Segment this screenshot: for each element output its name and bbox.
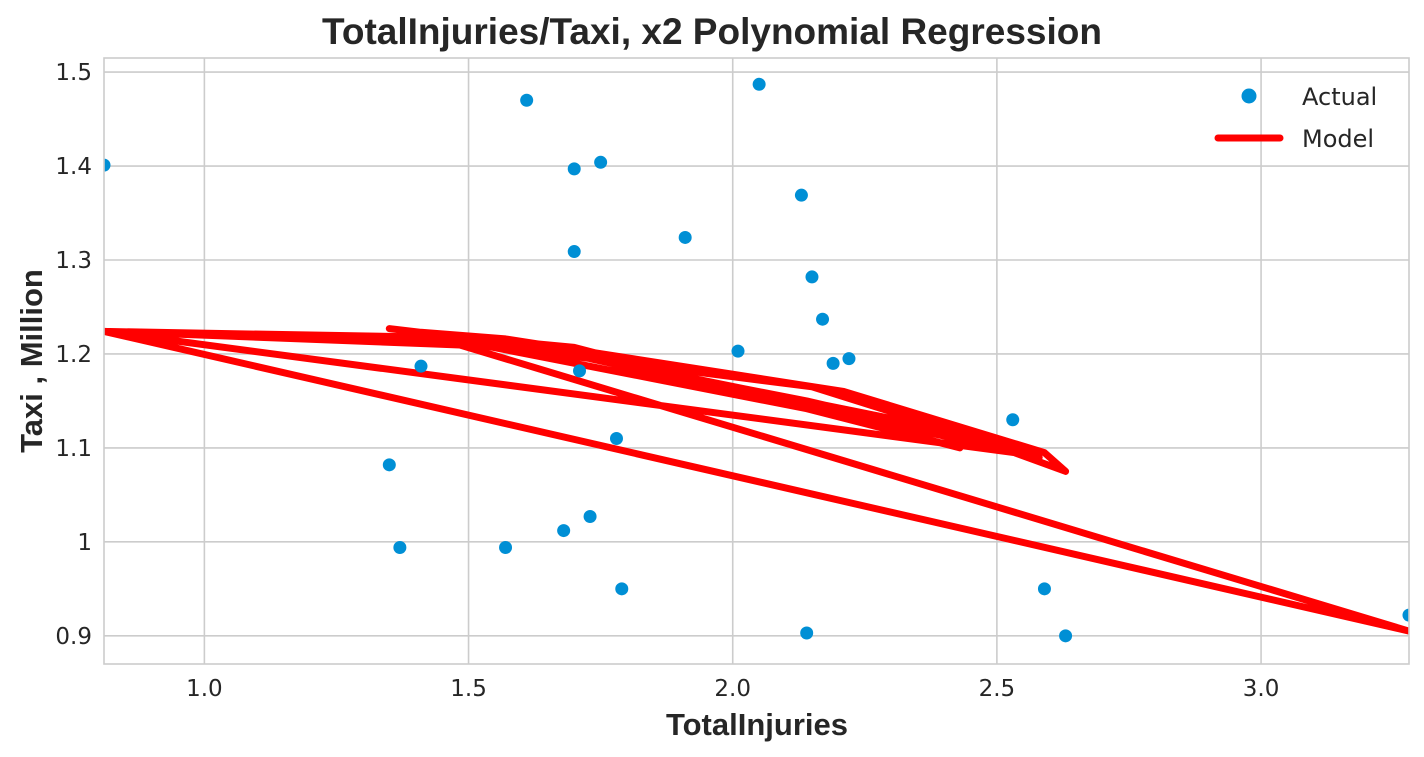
x-tick-label: 1.0 <box>186 676 223 702</box>
actual-series <box>104 77 1409 643</box>
y-axis-label: Taxi , Million <box>14 269 49 453</box>
actual-point <box>800 626 814 640</box>
actual-point <box>1059 629 1073 643</box>
actual-point <box>1402 608 1409 622</box>
y-tick-label: 1.2 <box>55 342 92 368</box>
actual-point <box>583 509 597 523</box>
plot-frame <box>103 57 1410 665</box>
grid <box>104 58 1409 664</box>
actual-point <box>609 432 623 446</box>
actual-point <box>557 524 571 538</box>
y-tick-label: 1.1 <box>55 436 92 462</box>
legend-model-label: Model <box>1302 125 1374 153</box>
x-tick-label: 2.5 <box>979 676 1016 702</box>
actual-point <box>752 77 766 91</box>
actual-point <box>842 352 856 366</box>
legend-actual-marker <box>1241 88 1257 104</box>
model-line <box>104 325 1409 635</box>
chart-title: TotalInjuries/Taxi, x2 Polynomial Regres… <box>322 11 1102 52</box>
legend-actual-label: Actual <box>1302 83 1377 111</box>
y-tick-label: 0.9 <box>55 624 92 650</box>
actual-point <box>382 458 396 472</box>
actual-point <box>826 356 840 370</box>
y-tick-label: 1.5 <box>55 60 92 86</box>
model-series <box>104 325 1409 635</box>
actual-point <box>615 582 629 596</box>
actual-point <box>567 162 581 176</box>
legend: Actual Model <box>1214 83 1377 153</box>
y-tick-labels: 0.9 1 1.1 1.2 1.3 1.4 1.5 <box>55 60 92 650</box>
actual-point <box>520 93 534 107</box>
x-axis-label: TotalInjuries <box>666 707 848 742</box>
actual-point <box>393 540 407 554</box>
actual-point <box>573 364 587 378</box>
actual-point <box>794 188 808 202</box>
actual-point <box>1006 413 1020 427</box>
x-tick-labels: 1.0 1.5 2.0 2.5 3.0 <box>186 676 1279 702</box>
actual-point <box>414 359 428 373</box>
actual-point <box>731 344 745 358</box>
actual-point <box>594 155 608 169</box>
actual-point <box>104 158 111 172</box>
y-tick-label: 1.4 <box>55 154 92 180</box>
y-tick-label: 1.3 <box>55 248 92 274</box>
actual-point <box>567 245 581 259</box>
actual-point <box>678 230 692 244</box>
x-tick-label: 2.0 <box>714 676 751 702</box>
actual-point <box>499 540 513 554</box>
actual-point <box>816 312 830 326</box>
x-tick-label: 3.0 <box>1243 676 1280 702</box>
actual-point <box>1037 582 1051 596</box>
y-tick-label: 1 <box>77 530 92 556</box>
x-tick-label: 1.5 <box>450 676 487 702</box>
actual-point <box>805 270 819 284</box>
